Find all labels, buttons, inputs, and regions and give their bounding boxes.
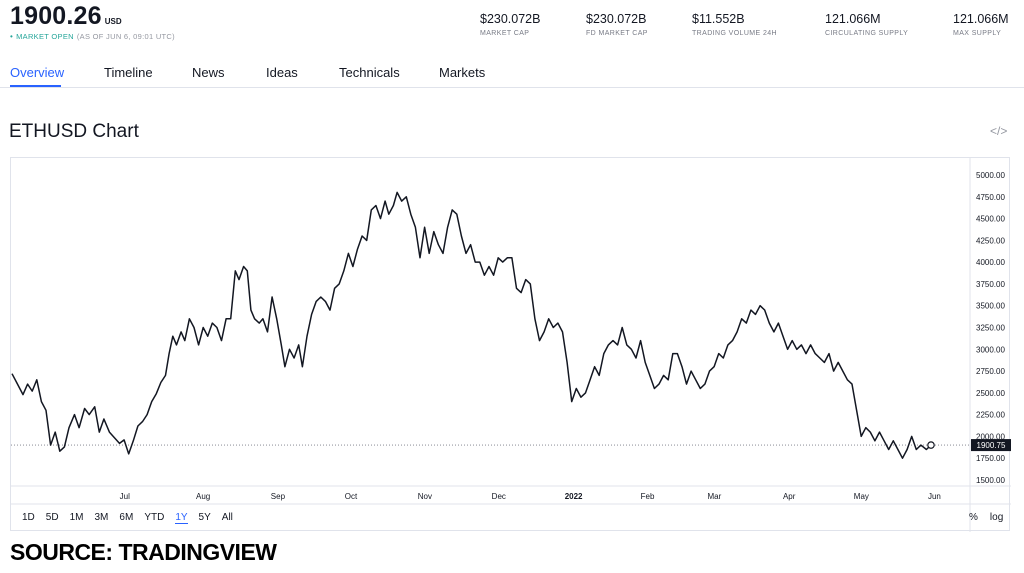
stat-max-supply: 121.066M MAX SUPPLY	[953, 12, 1009, 37]
scale-controls: % log	[969, 512, 1015, 523]
range-ytd[interactable]: YTD	[144, 512, 165, 523]
stat-fd-market-cap: $230.072B FD MARKET CAP	[586, 12, 648, 37]
range-1d[interactable]: 1D	[22, 512, 35, 523]
stat-value: 121.066M	[953, 12, 1009, 26]
y-tick-label: 2750.00	[976, 367, 1005, 376]
range-all[interactable]: All	[221, 512, 233, 523]
stat-value: 121.066M	[825, 12, 881, 26]
last-price-label-bg	[971, 439, 1011, 452]
y-tick-label: 3500.00	[976, 302, 1005, 311]
currency-label: USD	[104, 17, 122, 26]
y-tick-label: 4250.00	[976, 236, 1005, 245]
x-tick-label: Jun	[928, 492, 941, 501]
log-scale-button[interactable]: log	[989, 512, 1004, 523]
current-price: 1900.26	[10, 2, 102, 30]
stat-value: $230.072B	[480, 12, 541, 26]
tab-ideas[interactable]: Ideas	[266, 65, 298, 80]
range-5d[interactable]: 5D	[45, 512, 59, 523]
x-tick-label: Dec	[492, 492, 506, 501]
y-tick-label: 4000.00	[976, 258, 1005, 267]
market-status: • MARKET OPEN (AS OF JUN 6, 09:01 UTC)	[10, 32, 175, 41]
tab-markets[interactable]: Markets	[439, 65, 486, 80]
status-dot-icon: •	[10, 32, 14, 41]
tab-technicals[interactable]: Technicals	[339, 65, 400, 80]
stat-label: CIRCULATING SUPPLY	[825, 30, 909, 37]
y-tick-label: 5000.00	[976, 171, 1005, 180]
price-chart[interactable]: 5000.00 4750.00 4500.00 4250.00 4000.00 3750.…	[11, 158, 1011, 532]
stat-label: FD MARKET CAP	[586, 30, 648, 37]
x-tick-label: May	[854, 492, 869, 501]
y-tick-label: 2000.00	[976, 432, 1005, 441]
source-caption: SOURCE: TRADINGVIEW	[10, 539, 277, 565]
range-3m[interactable]: 3M	[94, 512, 109, 523]
y-tick-label: 1500.00	[976, 476, 1005, 485]
price-row: 1900.26 USD	[10, 3, 175, 29]
active-tab-indicator	[10, 85, 61, 87]
range-selector: 1D 5D 1M 3M 6M YTD 1Y 5Y All	[22, 512, 244, 524]
market-open-label: MARKET OPEN	[16, 32, 74, 41]
y-tick-label: 2500.00	[976, 389, 1005, 398]
range-6m[interactable]: 6M	[119, 512, 134, 523]
stat-value: $230.072B	[586, 12, 647, 26]
stat-trading-volume: $11.552B TRADING VOLUME 24H	[692, 12, 777, 37]
y-tick-label: 4500.00	[976, 215, 1005, 224]
x-tick-label: Sep	[271, 492, 286, 501]
stat-circulating-supply: 121.066M CIRCULATING SUPPLY	[825, 12, 908, 37]
x-tick-label: 2022	[565, 492, 583, 501]
y-tick-label: 3250.00	[976, 324, 1005, 333]
chart-frame: 5000.00 4750.00 4500.00 4250.00 4000.00 3750.…	[10, 157, 1011, 532]
percent-scale-button[interactable]: %	[969, 512, 978, 523]
stat-market-cap: $230.072B MARKET CAP	[480, 12, 540, 37]
tab-news[interactable]: News	[192, 65, 225, 80]
tab-timeline[interactable]: Timeline	[104, 65, 153, 80]
x-tick-label: Mar	[708, 492, 722, 501]
last-price-label: 1900.75	[977, 441, 1006, 450]
x-tick-label: Jul	[120, 492, 130, 501]
y-tick-label: 3750.00	[976, 280, 1005, 289]
x-tick-label: Oct	[345, 492, 358, 501]
price-block: 1900.26 USD • MARKET OPEN (AS OF JUN 6, …	[10, 3, 175, 41]
stat-label: MARKET CAP	[480, 30, 530, 37]
embed-code-icon[interactable]: </>	[990, 124, 1008, 138]
y-tick-label: 4750.00	[976, 193, 1005, 202]
tab-bar: Overview Timeline News Ideas Technicals …	[0, 60, 1024, 88]
tab-overview[interactable]: Overview	[10, 65, 65, 80]
range-1m[interactable]: 1M	[69, 512, 84, 523]
x-tick-label: Aug	[196, 492, 210, 501]
ethusd-price-line	[11, 191, 932, 459]
x-tick-label: Apr	[783, 492, 796, 501]
range-5y[interactable]: 5Y	[198, 512, 211, 523]
x-tick-label: Nov	[418, 492, 432, 501]
stat-value: $11.552B	[692, 12, 745, 26]
chart-title: ETHUSD Chart	[9, 121, 139, 142]
as-of-timestamp: (AS OF JUN 6, 09:01 UTC)	[76, 32, 175, 41]
stat-label: TRADING VOLUME 24H	[692, 30, 777, 37]
y-tick-label: 1750.00	[976, 454, 1005, 463]
x-tick-label: Feb	[641, 492, 655, 501]
y-tick-label: 3000.00	[976, 345, 1005, 354]
range-1y[interactable]: 1Y	[175, 512, 188, 524]
y-tick-label: 2250.00	[976, 411, 1005, 420]
last-price-marker	[927, 441, 935, 449]
stat-label: MAX SUPPLY	[953, 30, 1002, 37]
